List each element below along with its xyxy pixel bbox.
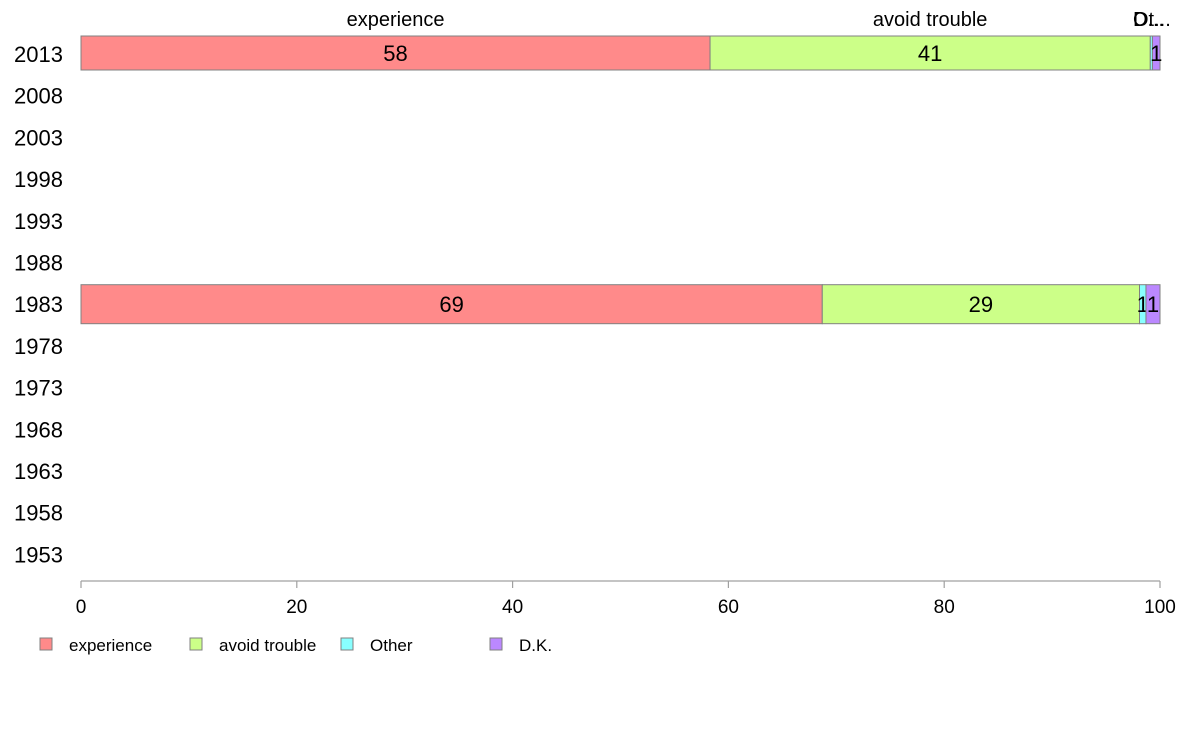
y-tick-label: 1968: [14, 417, 63, 442]
bar-segment: [709, 35, 1151, 71]
data-label: 29: [969, 292, 993, 317]
y-tick-label: 1998: [14, 167, 63, 192]
top-series-label: Ot...: [1133, 9, 1171, 31]
legend-label: Other: [370, 636, 413, 655]
x-tick-label: 20: [286, 597, 307, 618]
top-series-label: experience: [347, 9, 445, 31]
y-tick-label: 1988: [14, 251, 63, 276]
top-series-label: avoid trouble: [873, 9, 988, 31]
legend-label: experience: [69, 636, 152, 655]
data-label: 41: [918, 41, 942, 66]
legend-label: avoid trouble: [219, 636, 316, 655]
top-labels: experience avoid trouble Ot...D...: [347, 9, 1171, 31]
data-label: 1: [1150, 41, 1162, 66]
y-tick-label: 1953: [14, 542, 63, 567]
y-axis: 2013 2008 2003 1998 1993 1988 1983 1978 1973 1968…: [14, 42, 63, 567]
data-label: 69: [439, 292, 463, 317]
y-tick-label: 2003: [14, 125, 63, 150]
y-tick-label: 2013: [14, 42, 63, 67]
bar-segment: [80, 284, 823, 325]
legend-swatch: [39, 637, 53, 651]
data-label: 58: [383, 41, 407, 66]
y-tick-label: 2008: [14, 84, 63, 109]
x-tick-label: 100: [1144, 597, 1176, 618]
legend-swatch: [489, 637, 503, 651]
bar-segment: [1151, 35, 1161, 71]
x-tick-label: 0: [76, 597, 87, 618]
legend-swatch: [189, 637, 203, 651]
y-tick-label: 1983: [14, 292, 63, 317]
legend-label: D.K.: [519, 636, 552, 655]
legend: experience avoid trouble Other D.K.: [39, 636, 552, 655]
x-tick-label: 60: [718, 597, 739, 618]
data-label: 1: [1147, 292, 1159, 317]
x-tick-label: 80: [934, 597, 955, 618]
bar-segment: [821, 284, 1140, 325]
bars: 58 41 169 29 11: [80, 35, 1162, 325]
bar-segment: [1145, 284, 1161, 325]
x-axis: 0 20 40 60 80 100: [76, 580, 1176, 618]
y-tick-label: 1958: [14, 501, 63, 526]
y-tick-label: 1993: [14, 209, 63, 234]
y-tick-label: 1978: [14, 334, 63, 359]
legend-swatch: [340, 637, 354, 651]
top-series-label: D...: [1133, 9, 1164, 31]
y-tick-label: 1963: [14, 459, 63, 484]
y-tick-label: 1973: [14, 376, 63, 401]
x-tick-label: 40: [502, 597, 523, 618]
